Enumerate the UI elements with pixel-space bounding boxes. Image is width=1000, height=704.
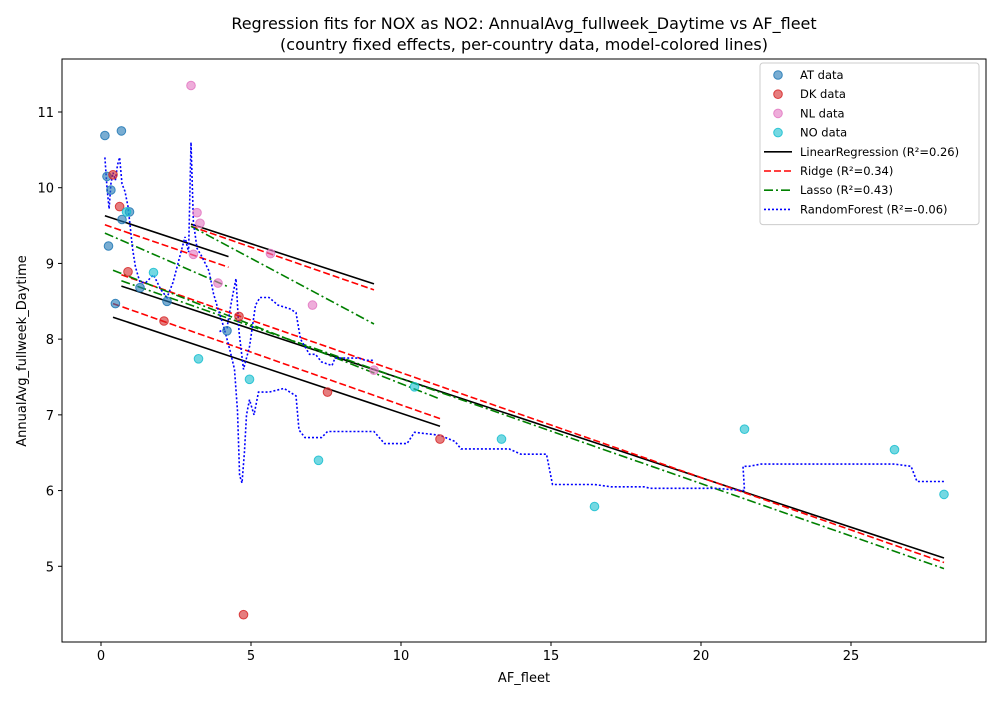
- fit-line: [112, 302, 441, 420]
- data-point: [188, 249, 199, 260]
- data-point: [234, 311, 244, 322]
- legend-label: NO data: [800, 126, 847, 140]
- data-point: [265, 248, 276, 259]
- data-point: [106, 185, 116, 195]
- fit-line: [104, 224, 229, 268]
- chart-title: Regression fits for NOX as NO2: AnnualAv…: [231, 14, 816, 34]
- data-point: [213, 278, 223, 288]
- x-tick-label: 10: [393, 649, 410, 664]
- x-tick-label: 0: [97, 649, 105, 664]
- data-point: [135, 282, 145, 293]
- data-point: [589, 501, 600, 512]
- y-tick-label: 5: [46, 560, 54, 575]
- data-point: [195, 218, 205, 229]
- data-point: [103, 241, 114, 251]
- data-point: [496, 434, 507, 444]
- data-point: [313, 455, 324, 466]
- data-point: [307, 300, 318, 310]
- fit-line: [219, 278, 374, 370]
- data-point: [114, 201, 125, 212]
- data-point: [159, 316, 169, 326]
- data-point: [110, 298, 121, 309]
- x-tick-label: 15: [543, 649, 560, 664]
- data-point: [162, 296, 172, 307]
- fit-line: [190, 225, 375, 291]
- y-tick-label: 8: [46, 333, 54, 348]
- fit-line: [104, 232, 229, 288]
- x-tick-label: 25: [843, 649, 860, 664]
- data-point: [369, 365, 379, 376]
- fit-line: [104, 142, 944, 492]
- data-point: [409, 382, 420, 392]
- legend-marker: [773, 108, 783, 119]
- y-tick-label: 7: [46, 409, 54, 424]
- y-axis-ticks: 5 6 7 8 9 10 11: [37, 106, 62, 575]
- data-point: [108, 170, 118, 180]
- data-point: [238, 609, 249, 620]
- legend-label: LinearRegression (R²=0.26): [800, 145, 959, 159]
- x-axis-ticks: 0 5 10 15 20 25: [97, 642, 859, 664]
- data-point: [121, 207, 132, 217]
- data-point: [186, 80, 196, 91]
- data-point: [322, 387, 333, 397]
- data-point: [244, 374, 255, 385]
- legend-box: [759, 62, 980, 226]
- legend-label: Lasso (R²=0.43): [800, 183, 893, 197]
- y-tick-label: 11: [37, 106, 54, 121]
- legend: AT data DK data NL data NO data LinearRegres…: [759, 62, 980, 226]
- fit-line: [112, 316, 441, 427]
- legend-label: DK data: [800, 87, 846, 101]
- scatter-points: [100, 80, 949, 620]
- fit-line: [121, 274, 945, 564]
- data-point: [222, 326, 232, 336]
- data-point: [100, 130, 110, 141]
- y-tick-label: 10: [37, 182, 54, 197]
- y-tick-label: 6: [46, 485, 54, 500]
- legend-label: Ridge (R²=0.34): [800, 164, 893, 178]
- data-point: [889, 444, 900, 455]
- legend-marker: [773, 70, 783, 80]
- fit-line: [121, 280, 945, 570]
- fit-line: [190, 225, 375, 325]
- fit-line: [112, 269, 441, 400]
- fit-line: [190, 223, 375, 285]
- data-point: [192, 207, 202, 218]
- fit-line: [121, 285, 945, 559]
- x-axis-label: AF_fleet: [498, 671, 550, 686]
- data-point: [739, 424, 750, 435]
- data-point: [939, 489, 949, 500]
- legend-label: AT data: [800, 68, 844, 82]
- data-point: [117, 214, 127, 225]
- data-point: [193, 354, 204, 364]
- legend-label: NL data: [800, 106, 845, 120]
- y-axis-label: AnnualAvg_fullweek_Daytime: [15, 255, 30, 447]
- chart-subtitle: (country fixed effects, per-country data…: [280, 35, 768, 54]
- legend-marker: [773, 127, 783, 138]
- data-point: [435, 434, 445, 444]
- x-tick-label: 20: [693, 649, 710, 664]
- data-point: [116, 126, 127, 136]
- data-point: [148, 267, 159, 278]
- fit-lines: [104, 142, 945, 570]
- data-point: [123, 267, 133, 277]
- y-tick-label: 9: [46, 257, 54, 272]
- x-tick-label: 5: [247, 649, 255, 664]
- legend-marker: [773, 89, 783, 99]
- legend-label: RandomForest (R²=-0.06): [800, 202, 948, 216]
